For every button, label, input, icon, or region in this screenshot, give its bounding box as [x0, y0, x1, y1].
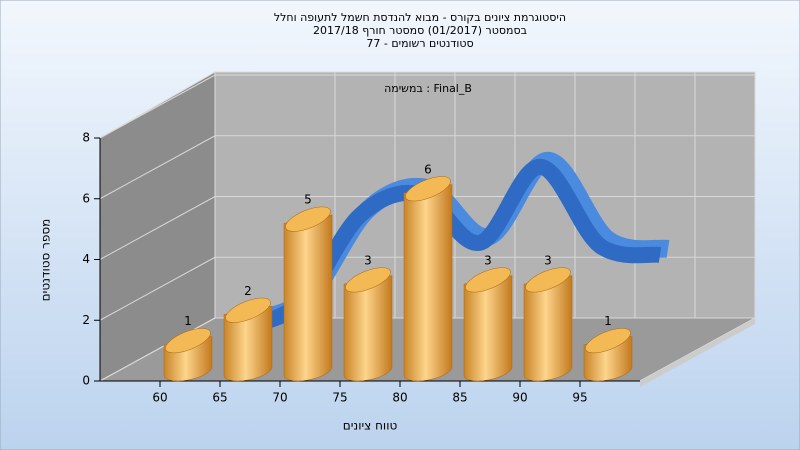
grid-line — [99, 317, 216, 382]
bar-top — [345, 267, 391, 293]
grid-line — [99, 196, 216, 260]
x-tick-label: 60 — [152, 391, 167, 405]
y-tick-label: 6 — [82, 191, 90, 205]
bar — [523, 275, 573, 382]
chart-subtitle: בסמסטר (01/2017) סמסטר חורף 2017/18 — [313, 24, 527, 37]
bar-top — [405, 176, 451, 202]
value-label: 2 — [244, 284, 252, 298]
x-axis-label: טווח ציונים — [343, 419, 398, 433]
bar — [403, 184, 453, 382]
grid-line — [99, 135, 216, 200]
bar — [283, 214, 333, 382]
bar-top — [285, 206, 331, 232]
chart-subtitle: סטודנטים רשומים - 77 — [366, 37, 473, 50]
x-tick-label: 80 — [392, 391, 407, 405]
bar — [463, 275, 513, 382]
bar — [223, 305, 273, 382]
bar-top — [465, 267, 511, 293]
grid-line — [99, 74, 216, 139]
annotation: במשימה : Final_B — [384, 82, 472, 95]
x-tick-label: 90 — [512, 391, 527, 405]
value-label: 3 — [364, 253, 372, 267]
y-tick-label: 0 — [82, 374, 90, 388]
y-tick-label: 4 — [82, 252, 90, 266]
x-tick-label: 95 — [572, 391, 587, 405]
floor-edge — [640, 318, 755, 387]
value-label: 1 — [184, 314, 192, 328]
bar-top — [225, 297, 271, 323]
y-axis-label: מספר סטודנטים — [39, 219, 53, 302]
grid-line — [99, 256, 216, 321]
bar — [343, 275, 393, 382]
x-tick-label: 70 — [272, 391, 287, 405]
bar-top — [525, 267, 571, 293]
bar-top — [165, 328, 211, 354]
value-label: 6 — [424, 162, 432, 176]
bar-top — [585, 328, 631, 354]
y-tick-label: 2 — [82, 313, 90, 327]
x-tick-label: 85 — [452, 391, 467, 405]
value-label: 3 — [544, 253, 552, 267]
x-tick-label: 75 — [332, 391, 347, 405]
y-tick-label: 8 — [82, 131, 90, 145]
chart-title: היסטוגרמת ציונים בקורס - מבוא להנדסת חשמ… — [274, 11, 566, 24]
value-label: 1 — [604, 314, 612, 328]
x-tick-label: 65 — [212, 391, 227, 405]
value-label: 5 — [304, 193, 312, 207]
value-label: 3 — [484, 253, 492, 267]
